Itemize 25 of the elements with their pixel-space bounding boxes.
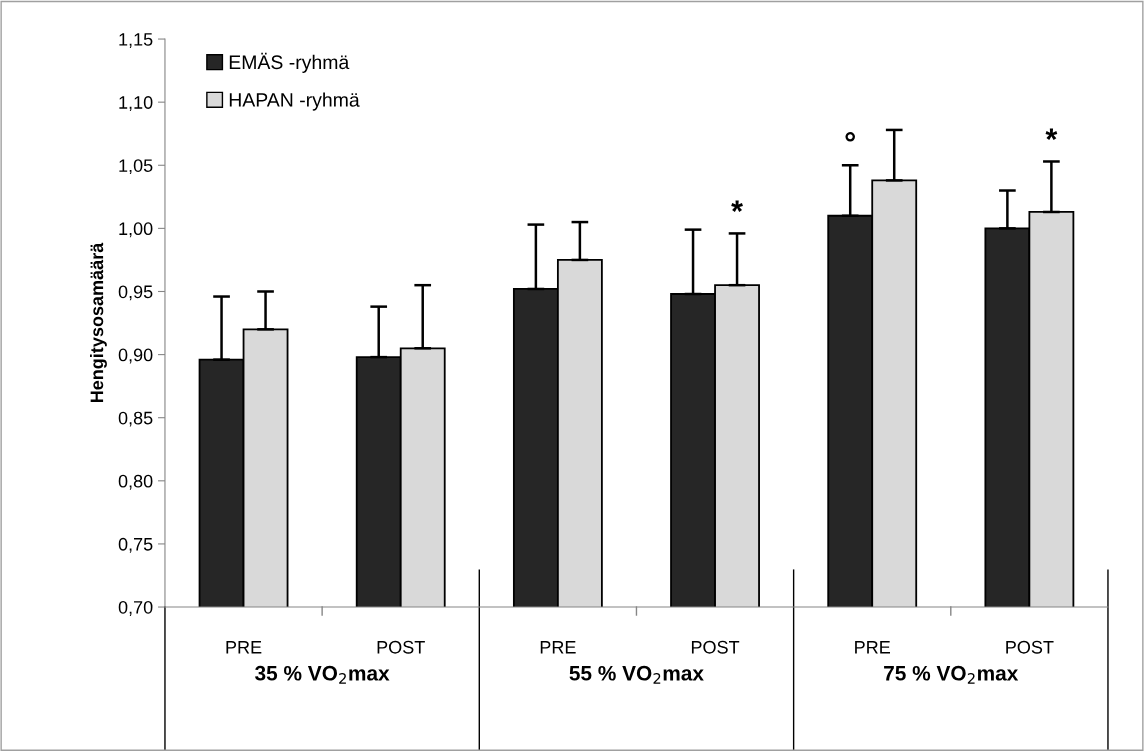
x-tick-label: PRE	[540, 641, 576, 654]
data-label: °	[845, 132, 856, 142]
x-tick-label: PRE	[226, 641, 262, 654]
y-tick-label: 1,10	[119, 96, 153, 112]
y-tick-label: 1,05	[119, 159, 153, 175]
legend-label: EMÄS -ryhmä	[229, 52, 350, 73]
y-axis-title: Hengitysosamäärä	[90, 242, 107, 403]
x-tick-label: POST	[377, 640, 425, 654]
y-tick-label: 0,70	[118, 600, 153, 616]
data-label: *	[1045, 128, 1058, 140]
text: 35 % VO$_{2}$max	[255, 665, 390, 684]
y-tick-label: 0,90	[118, 348, 153, 364]
data-label: *	[731, 200, 743, 212]
text: 55 % VO$_{2}$max	[569, 665, 704, 684]
x-tick-label: PRE	[855, 641, 890, 654]
y-tick-label: 0,95	[118, 285, 153, 301]
y-tick-label: 1,15	[119, 33, 153, 48]
y-tick-label: 0,75	[118, 537, 153, 553]
x-tick-label: POST	[1006, 640, 1054, 654]
y-tick-label: 0,80	[118, 474, 153, 490]
y-tick-label: 1,00	[119, 222, 153, 238]
legend-label: HAPAN -ryhmä	[229, 92, 360, 111]
x-tick-label: POST	[691, 640, 740, 654]
text: 75 % VO$_{2}$max	[884, 665, 1019, 684]
y-tick-label: 0,85	[118, 411, 153, 427]
